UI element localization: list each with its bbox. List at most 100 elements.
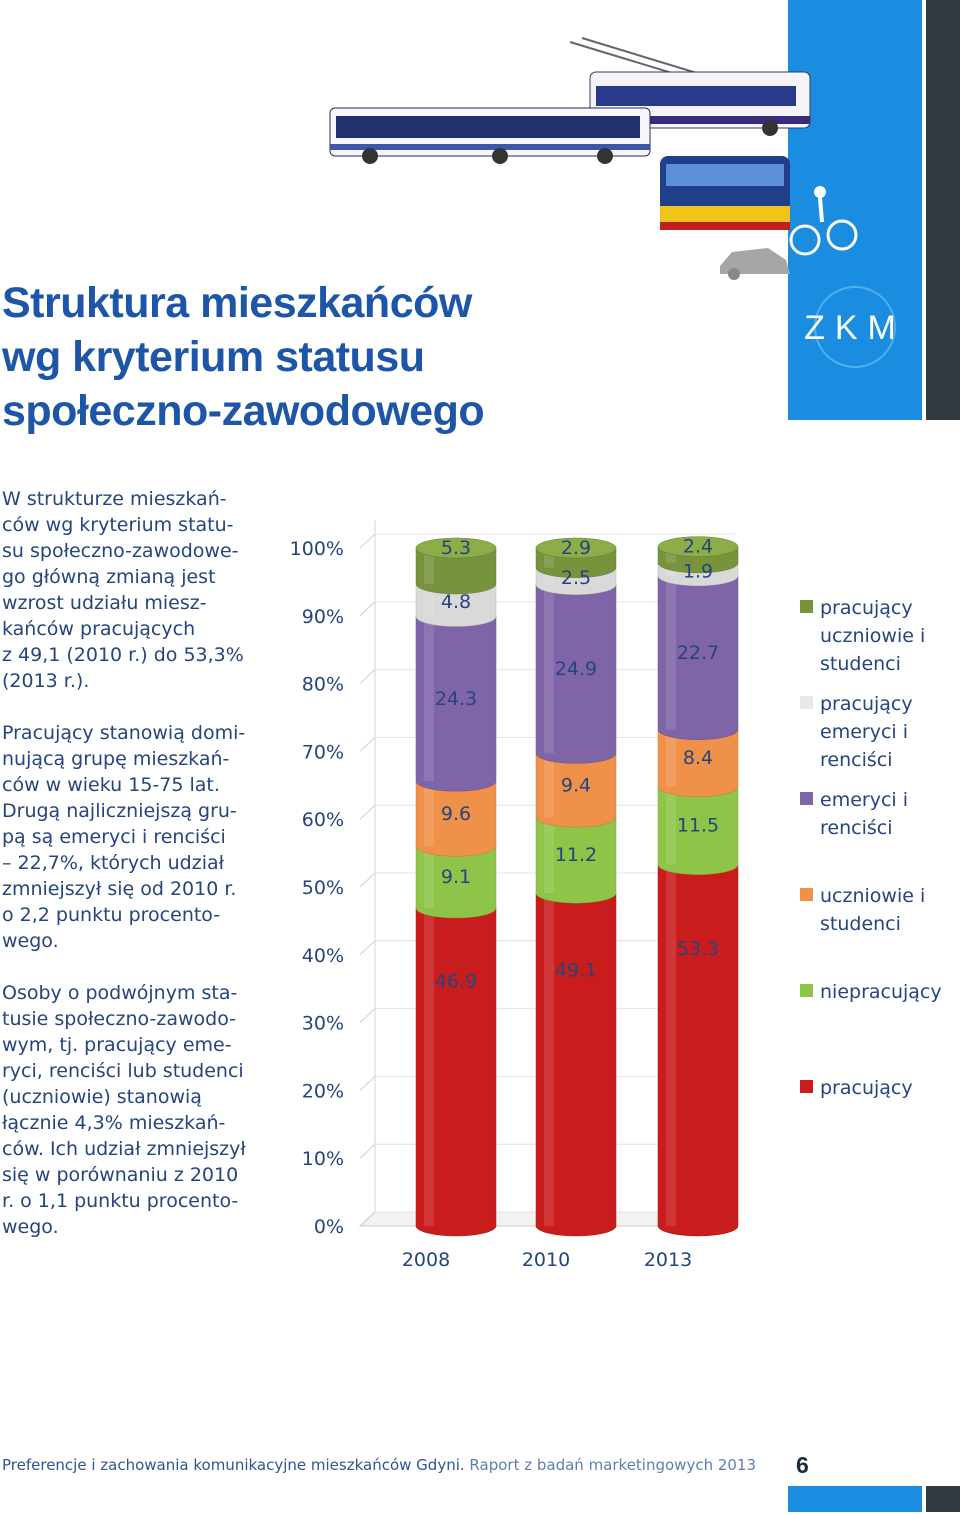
gridline-diagonal: [359, 940, 376, 956]
gridline-diagonal: [359, 669, 376, 684]
footer-blue-bar: [788, 1486, 922, 1512]
bar-2010: [535, 537, 617, 1237]
legend-item: pracujący uczniowie i studenci: [800, 597, 925, 675]
intro-line: Drugą najliczniejszą gru-: [2, 800, 237, 822]
y-tick-label: 60%: [302, 809, 344, 831]
intro-line: W strukturze mieszkań-: [2, 488, 227, 510]
bar-highlight: [544, 584, 554, 754]
gridline-diagonal: [359, 601, 376, 617]
y-tick-label: 100%: [290, 538, 344, 560]
bar-highlight: [544, 548, 554, 568]
y-tick-label: 20%: [302, 1080, 344, 1102]
x-tick-label: 2010: [522, 1249, 570, 1271]
data-label: 9.4: [561, 774, 591, 796]
legend-label: uczniowie i: [820, 625, 925, 647]
bar-2008: [415, 537, 497, 1237]
intro-line: r. o 1,1 punktu procento-: [2, 1190, 239, 1212]
stacked-bar-chart: 0% 10% 20% 30% 40% 50% 60% 70% 80% 90% 100% 46.9 9.1…: [290, 520, 942, 1271]
data-label: 9.6: [441, 803, 471, 825]
legend-swatch: [800, 1080, 813, 1093]
intro-line: ryci, renciści lub studenci: [2, 1060, 244, 1082]
footer-dark-bar: [926, 1486, 960, 1512]
y-tick-label: 0%: [314, 1216, 344, 1238]
footer-report-title: Preferencje i zachowania komunikacyjne m…: [2, 1456, 756, 1474]
intro-line: wego.: [2, 1216, 59, 1238]
gridline-diagonal: [359, 1076, 376, 1091]
intro-line: zmniejszył się od 2010 r.: [2, 878, 237, 900]
y-tick-label: 50%: [302, 877, 344, 899]
intro-line: ców. Ich udział zmniejszył: [2, 1138, 246, 1160]
data-label: 5.3: [441, 537, 471, 559]
legend-label: renciści: [820, 817, 892, 839]
zkm-logo: ZKM: [804, 286, 906, 368]
bar-highlight: [424, 583, 434, 617]
title-line: wg kryterium statusu: [2, 333, 425, 381]
legend-item: pracujący: [800, 1077, 913, 1099]
car-icon: [720, 248, 790, 280]
gridline-diagonal: [359, 533, 376, 549]
bar-highlight: [424, 908, 434, 1226]
intro-line: tusie społeczno-zawodo-: [2, 1008, 237, 1030]
bar-highlight: [424, 846, 434, 909]
y-tick-label: 70%: [302, 741, 344, 763]
intro-text: W strukturze mieszkań-ców wg kryterium s…: [2, 486, 292, 1266]
bar-highlight: [424, 616, 434, 782]
bar-highlight: [424, 548, 434, 584]
bar-highlight: [666, 864, 676, 1226]
data-label: 11.2: [555, 844, 597, 866]
y-tick-label: 40%: [302, 945, 344, 967]
bar-highlight: [424, 781, 434, 847]
title-line: Struktura mieszkańców: [2, 279, 472, 327]
intro-line: wzrost udziału miesz-: [2, 592, 207, 614]
intro-line: go główną zmianą jest: [2, 566, 216, 588]
intro-line: Pracujący stanowią domi-: [2, 722, 246, 744]
bar-highlight: [666, 729, 676, 787]
data-label: 24.9: [555, 658, 597, 680]
data-label: 2.4: [683, 536, 713, 558]
bar-highlight: [544, 567, 554, 585]
x-tick-label: 2013: [644, 1249, 692, 1271]
articulated-bus-icon: [329, 107, 651, 164]
bar-highlight: [666, 546, 676, 563]
intro-line: wego.: [2, 930, 59, 952]
legend-label: renciści: [820, 749, 892, 771]
bar-highlight: [544, 817, 554, 894]
footer-report-suffix: Raport z badań marketingowych 2013: [464, 1456, 757, 1474]
bar-top-cap: [657, 536, 739, 557]
page-title: Struktura mieszkańców wg kryterium statu…: [2, 276, 562, 438]
gridline-diagonal: [359, 872, 376, 888]
legend-item: niepracujący: [800, 981, 942, 1003]
cyclist-icon: [789, 186, 858, 256]
intro-line: Osoby o podwójnym sta-: [2, 982, 238, 1004]
intro-line: su społeczno-zawodowe-: [2, 540, 239, 562]
bar-highlight: [544, 893, 554, 1226]
gridline-diagonal: [359, 1211, 376, 1227]
vehicles-illustration: [329, 37, 858, 280]
intro-line: łącznie 4,3% mieszkań-: [2, 1112, 226, 1134]
legend-item: pracujący emeryci i renciści: [800, 693, 913, 771]
data-label: 4.8: [441, 591, 471, 613]
data-label: 22.7: [677, 642, 719, 664]
gridline-diagonal: [359, 1008, 376, 1023]
intro-line: kańców pracujących: [2, 618, 196, 640]
intro-paragraph: Pracujący stanowią domi-nującą grupę mie…: [2, 720, 292, 954]
intro-line: nującą grupę mieszkań-: [2, 748, 230, 770]
title-line: społeczno-zawodowego: [2, 387, 485, 435]
y-tick-label: 90%: [302, 606, 344, 628]
legend-swatch: [800, 888, 813, 901]
intro-line: – 22,7%, których udział: [2, 852, 225, 874]
zkm-logo-text: ZKM: [804, 309, 906, 347]
data-label: 9.1: [441, 866, 471, 888]
legend-label: studenci: [820, 653, 901, 675]
train-icon: [660, 156, 790, 230]
data-label: 53.3: [677, 938, 719, 960]
bar-top-cap: [415, 537, 497, 559]
legend-label: pracujący: [820, 693, 913, 715]
dark-side-strip: [926, 0, 960, 420]
gridline-diagonal: [359, 1143, 376, 1159]
intro-line: ców wg kryterium statu-: [2, 514, 234, 536]
data-label: 24.3: [435, 688, 477, 710]
intro-line: wym, tj. pracujący eme-: [2, 1034, 232, 1056]
legend-swatch: [800, 696, 813, 709]
brand-side-panel: [788, 0, 922, 420]
